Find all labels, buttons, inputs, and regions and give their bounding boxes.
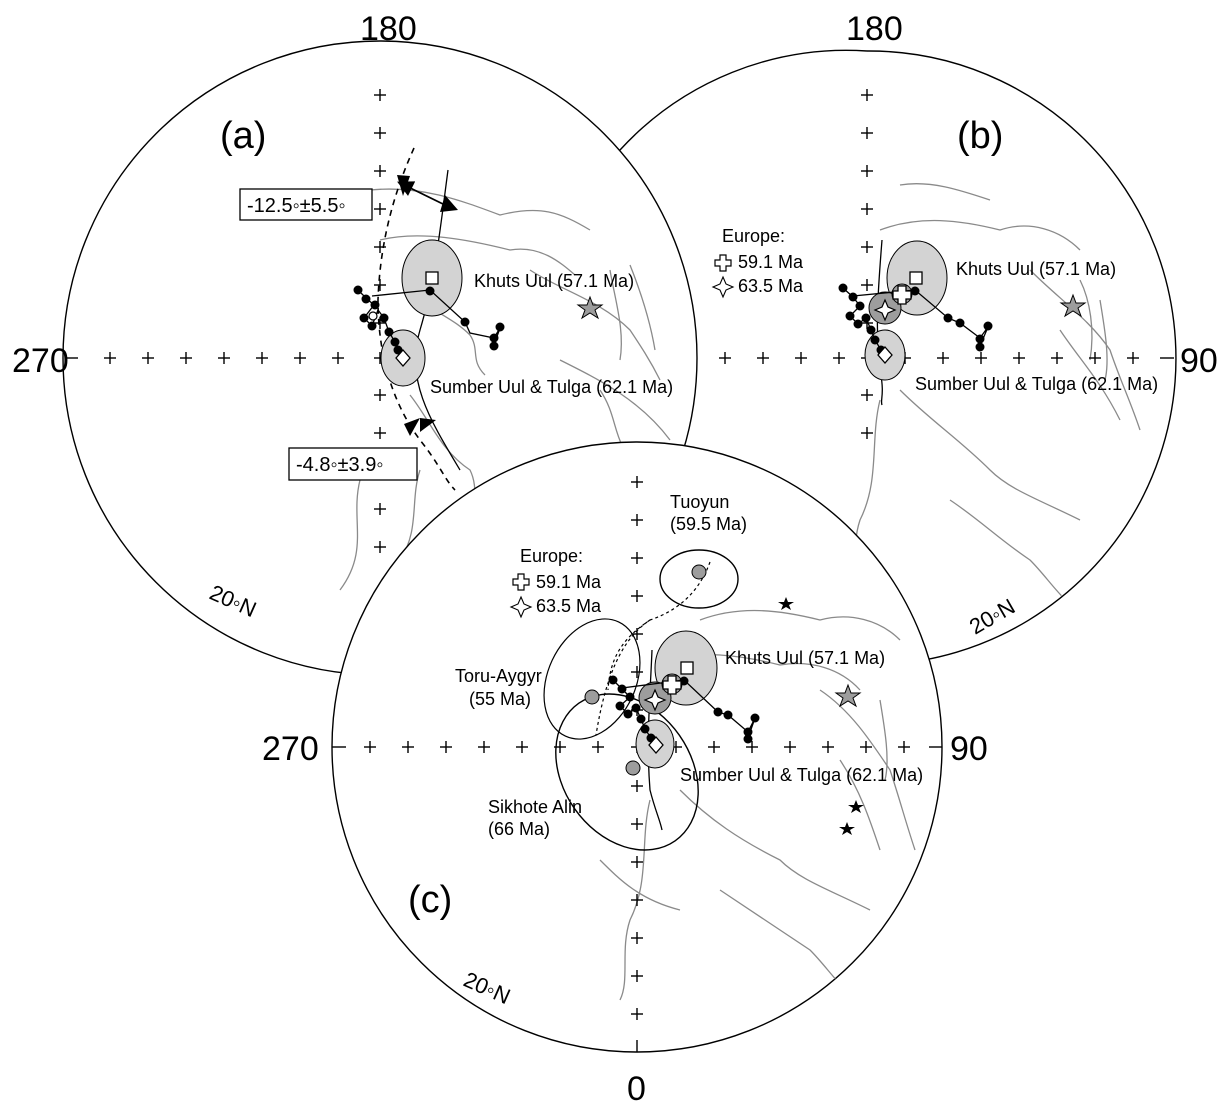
coastline	[1059, 329, 1121, 421]
label-sumber-uul-c: Sumber Uul & Tulga (62.1 Ma)	[680, 765, 923, 785]
small-star-marker	[848, 800, 864, 813]
tuoyun-pole-marker	[691, 564, 707, 580]
khuts-uul-square-marker	[425, 271, 439, 285]
box-lower: -4.8◦±3.9◦	[288, 447, 418, 481]
panel-label-b: (b)	[957, 115, 1003, 157]
coastline	[679, 789, 871, 911]
toru-aygyr-pole-marker	[584, 689, 600, 705]
arrow-head-lower-right	[420, 418, 436, 432]
dashed-connector	[607, 619, 651, 691]
label-sikhote-alin-age: (66 Ma)	[488, 819, 550, 839]
coastline	[879, 699, 888, 781]
box-lower-text: -4.8◦±3.9◦	[296, 454, 383, 476]
coastline	[629, 264, 656, 351]
label-khuts-uul-c: Khuts Uul (57.1 Ma)	[725, 648, 885, 668]
axis-label-90-c: 90	[950, 730, 988, 768]
europe-legend-c: Europe: 59.1 Ma 63.5 Ma	[509, 546, 602, 619]
europe-legend-cross-age-b: 59.1 Ma	[738, 252, 804, 272]
label-khuts-uul-a: Khuts Uul (57.1 Ma)	[474, 271, 634, 291]
coastline	[819, 689, 916, 851]
europe-legend-star-age-b: 63.5 Ma	[738, 276, 804, 296]
arrow-head-lower-left	[404, 418, 420, 436]
europe-legend-title-c: Europe:	[520, 546, 583, 566]
sumber-uul-diamond-marker-c	[648, 736, 664, 754]
coastline	[619, 799, 651, 1001]
grid-crosses-b	[719, 89, 1174, 439]
arrow-upper	[397, 181, 446, 206]
cross-icon	[714, 254, 732, 272]
tuoyun-confidence-ellipse	[659, 549, 739, 609]
grid-crosses-c	[332, 476, 942, 1052]
arrow-head-upper	[440, 195, 458, 212]
coastline	[559, 359, 671, 441]
khuts-uul-square-marker-c	[680, 661, 694, 675]
panel-label-a: (a)	[220, 115, 266, 157]
mean-pole-marker	[368, 311, 378, 321]
europe-star-marker-c	[643, 688, 667, 712]
coastline	[599, 859, 681, 911]
star-marker-b	[1059, 293, 1087, 318]
label-sumber-uul-b: Sumber Uul & Tulga (62.1 Ma)	[915, 374, 1158, 394]
coastline	[879, 219, 1081, 251]
box-upper-text: -12.5◦±5.5◦	[247, 195, 346, 217]
sumber-uul-diamond-marker-b	[877, 346, 893, 364]
khuts-uul-square-marker-b	[909, 271, 923, 285]
small-star-marker	[778, 597, 794, 610]
label-sikhote-alin-name: Sikhote Alin	[488, 797, 582, 817]
star-marker	[576, 295, 604, 320]
europe-legend-star-age-c: 63.5 Ma	[536, 596, 602, 616]
panel-c: (c) 270 90 0 Khuts Uul (57.1 Ma) Sumber …	[262, 441, 988, 1108]
small-star-marker	[839, 822, 855, 835]
arrow-tail-upper	[397, 175, 410, 196]
coastline	[1079, 279, 1093, 361]
panel-label-c: (c)	[408, 879, 452, 921]
great-circle	[414, 169, 461, 471]
box-upper: -12.5◦±5.5◦	[239, 188, 373, 221]
europe-legend-cross-age-c: 59.1 Ma	[536, 572, 602, 592]
coastline	[529, 269, 661, 381]
coastline	[609, 269, 623, 361]
axis-label-180-a: 180	[360, 10, 417, 48]
label-toru-aygyr-age: (55 Ma)	[469, 689, 531, 709]
cross-icon	[512, 573, 530, 591]
star-icon	[711, 275, 735, 299]
label-sumber-uul-a: Sumber Uul & Tulga (62.1 Ma)	[430, 377, 673, 397]
label-tuoyun-age: (59.5 Ma)	[670, 514, 747, 534]
europe-cross-marker-c	[662, 675, 682, 695]
coastline	[1099, 299, 1108, 381]
axis-label-90-b: 90	[1180, 342, 1218, 380]
europe-star-marker-b	[873, 298, 897, 322]
coastline	[899, 389, 1081, 521]
label-khuts-uul-b: Khuts Uul (57.1 Ma)	[956, 259, 1116, 279]
coastline	[339, 479, 361, 591]
dashed-small-circle	[377, 147, 456, 491]
europe-legend-b: Europe: 59.1 Ma 63.5 Ma	[711, 226, 804, 299]
europe-legend-title-b: Europe:	[722, 226, 785, 246]
axis-label-180-b: 180	[846, 10, 903, 48]
axis-label-270-a: 270	[12, 342, 69, 380]
coastline	[379, 235, 576, 276]
europe-cross-marker-b	[892, 285, 912, 305]
coastline	[899, 183, 991, 201]
label-toru-aygyr-name: Toru-Aygyr	[455, 666, 542, 686]
coastline	[1029, 269, 1141, 431]
sikhote-alin-confidence-ellipse	[555, 693, 699, 851]
panel-a-map	[339, 188, 671, 591]
star-icon	[509, 595, 533, 619]
axis-label-270-c: 270	[262, 730, 319, 768]
apwp-poles-a	[353, 285, 505, 355]
star-marker-c	[834, 683, 862, 708]
stereonet-b-outline-left	[619, 49, 868, 151]
axis-label-0-c: 0	[627, 1070, 646, 1108]
coastline	[699, 609, 901, 641]
label-tuoyun-name: Tuoyun	[670, 492, 729, 512]
apwp-poles-c	[608, 675, 760, 744]
sikhote-alin-pole-marker	[625, 760, 641, 776]
sumber-uul-diamond-marker	[395, 349, 411, 367]
